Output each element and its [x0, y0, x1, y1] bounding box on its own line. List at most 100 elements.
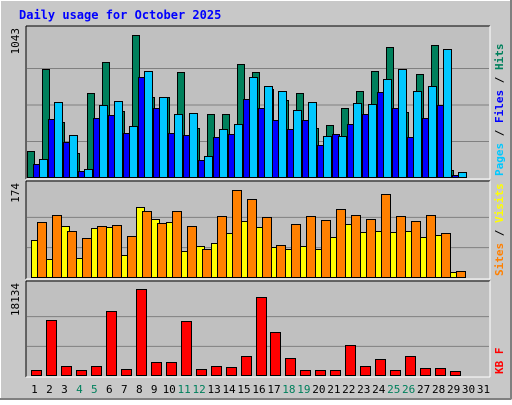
panel-visits-sites: 174 Sites / Visits: [9, 180, 506, 280]
x-tick-label-day-26: 26: [402, 383, 415, 396]
x-axis-labels: 1 2 3 4 5 6 7 8 9 10 11 12 13 14 15 16 17 18 19 20 21 22 23 24 2…: [31, 383, 490, 396]
bar-pages-day-3: [69, 135, 78, 178]
x-tick-label-day-30: 30: [462, 383, 475, 396]
chart-title: Daily usage for October 2025: [19, 8, 221, 22]
bar-sites-day-17: [276, 245, 286, 278]
bar-kb-f-day-2: [46, 320, 57, 376]
chart-panels: 1043 Pages / Files / Hits 174 Sites / Visit…: [9, 25, 506, 378]
bar-pages-day-26: [413, 91, 422, 178]
bar-sites-day-5: [97, 226, 107, 278]
y-max-label-kbytes: 18134: [9, 283, 22, 316]
bar-kb-f-day-19: [300, 370, 311, 376]
bar-kb-f-day-20: [315, 370, 326, 376]
bar-sites-day-2: [52, 215, 62, 278]
bar-sites-day-19: [306, 216, 316, 278]
x-tick-label-day-3: 3: [61, 383, 68, 396]
panel-kbytes: 18134 KB F: [9, 280, 506, 378]
bar-pages-day-22: [353, 103, 362, 178]
bar-kb-f-day-15: [241, 356, 252, 376]
legend-item: Hits: [493, 44, 506, 71]
bar-pages-day-9: [159, 97, 168, 178]
bar-sites-day-24: [381, 194, 391, 278]
bar-sites-day-10: [172, 211, 182, 278]
bar-sites-day-13: [217, 216, 227, 278]
panel-hits-files-pages: 1043 Pages / Files / Hits: [9, 25, 506, 180]
bar-kb-f-day-4: [76, 370, 87, 376]
x-tick-label-day-17: 17: [267, 383, 280, 396]
bar-sites-day-7: [127, 236, 137, 278]
bar-pages-day-2: [54, 102, 63, 178]
bar-kb-f-day-18: [285, 358, 296, 376]
bar-pages-day-20: [323, 136, 332, 178]
bar-pages-day-19: [308, 102, 317, 178]
y-max-label-hits-files-pages: 1043: [9, 28, 22, 55]
bar-pages-day-6: [114, 101, 123, 178]
bar-pages-day-27: [428, 86, 437, 178]
legend-item: Visits: [493, 183, 506, 223]
legend-kbytes: KB F: [493, 348, 506, 375]
bar-pages-day-14: [234, 124, 243, 178]
bar-pages-day-25: [398, 69, 407, 178]
x-tick-label-day-22: 22: [342, 383, 355, 396]
series-pages: [39, 49, 467, 178]
bar-kb-f-day-17: [270, 332, 281, 376]
x-tick-label-day-10: 10: [163, 383, 176, 396]
y-max-label-visits-sites: 174: [9, 183, 22, 203]
bar-kb-f-day-7: [121, 369, 132, 376]
bar-pages-day-29: [458, 172, 467, 178]
legend-item: Files: [493, 90, 506, 123]
bar-sites-day-22: [351, 215, 361, 278]
bar-pages-day-5: [99, 105, 108, 178]
bar-kb-f-day-10: [166, 362, 177, 376]
bar-sites-day-25: [396, 216, 406, 278]
bar-sites-day-15: [247, 199, 257, 278]
bar-sites-day-27: [426, 215, 436, 278]
bar-kb-f-day-12: [196, 369, 207, 376]
bar-pages-day-17: [278, 91, 287, 178]
x-tick-label-day-20: 20: [312, 383, 325, 396]
bar-pages-day-18: [293, 110, 302, 178]
x-tick-label-day-13: 13: [207, 383, 220, 396]
legend-item: /: [493, 223, 506, 243]
bar-sites-day-14: [232, 190, 242, 278]
bar-pages-day-21: [338, 136, 347, 178]
bar-kb-f-day-1: [31, 370, 42, 376]
bar-sites-day-18: [291, 224, 301, 278]
x-tick-label-day-7: 7: [121, 383, 128, 396]
bar-kb-f-day-9: [151, 362, 162, 376]
x-tick-label-day-21: 21: [327, 383, 340, 396]
bar-sites-day-1: [37, 222, 47, 278]
x-tick-label-day-29: 29: [447, 383, 460, 396]
x-tick-label-day-16: 16: [252, 383, 265, 396]
bar-pages-day-24: [383, 79, 392, 178]
bar-kb-f-day-21: [330, 370, 341, 376]
x-tick-label-day-1: 1: [31, 383, 38, 396]
bar-sites-day-20: [321, 220, 331, 278]
bar-pages-day-1: [39, 159, 48, 178]
legend-item: Pages: [493, 143, 506, 176]
bar-kb-f-day-8: [136, 289, 147, 376]
bar-sites-day-23: [366, 219, 376, 278]
x-tick-label-day-27: 27: [417, 383, 430, 396]
x-tick-label-day-12: 12: [193, 383, 206, 396]
bar-sites-day-28: [441, 233, 451, 278]
x-tick-label-day-5: 5: [91, 383, 98, 396]
x-tick-label-day-24: 24: [372, 383, 386, 396]
x-tick-label-day-25: 25: [387, 383, 400, 396]
legend-item: Sites: [493, 243, 506, 276]
bar-pages-day-8: [144, 71, 153, 178]
bar-kb-f-day-3: [61, 366, 72, 376]
x-tick-label-day-2: 2: [46, 383, 53, 396]
bar-kb-f-day-23: [360, 366, 371, 376]
legend-visits-sites: Sites / Visits: [493, 183, 506, 276]
bar-sites-day-3: [67, 231, 77, 278]
bar-sites-day-8: [142, 211, 152, 278]
bar-sites-day-16: [262, 217, 272, 278]
bar-kb-f-day-26: [405, 356, 416, 376]
x-tick-label-day-23: 23: [357, 383, 370, 396]
bar-sites-day-9: [157, 223, 167, 278]
bar-sites-day-29: [456, 271, 466, 278]
bar-pages-day-13: [219, 129, 228, 178]
